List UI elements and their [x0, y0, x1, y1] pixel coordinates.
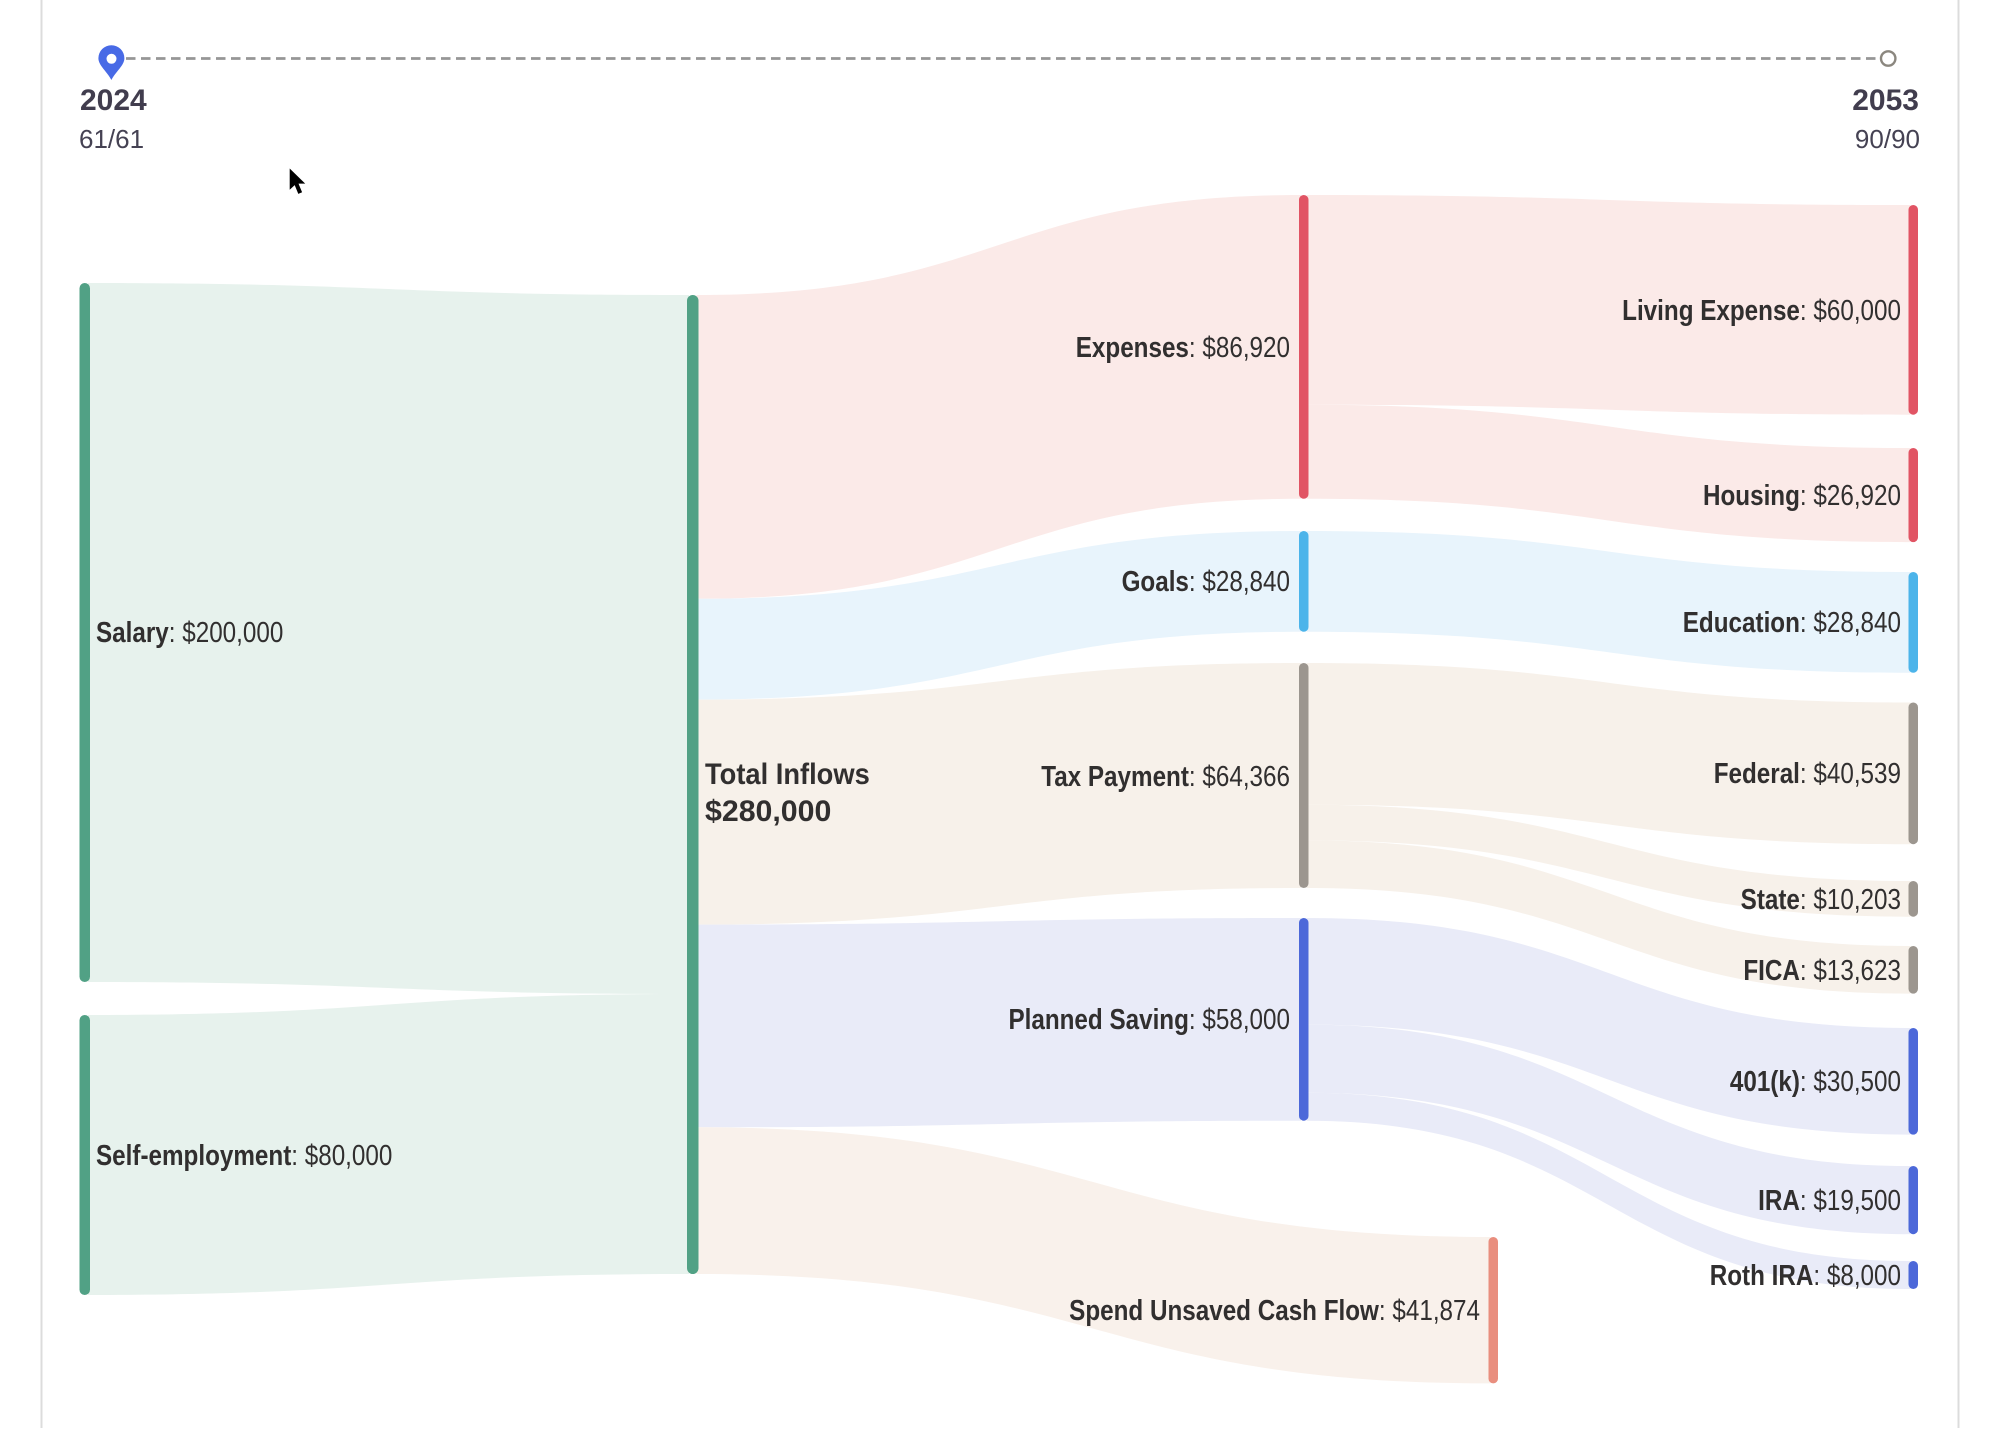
svg-text:Spend Unsaved Cash Flow: $41,8: Spend Unsaved Cash Flow: $41,874: [1069, 1294, 1480, 1327]
svg-text:2024: 2024: [80, 84, 147, 117]
svg-text:Federal: $40,539: Federal: $40,539: [1714, 757, 1901, 790]
svg-text:Housing: $26,920: Housing: $26,920: [1703, 479, 1901, 512]
svg-text:401(k): $30,500: 401(k): $30,500: [1730, 1065, 1901, 1098]
svg-text:IRA: $19,500: IRA: $19,500: [1758, 1184, 1901, 1217]
svg-text:Planned Saving: $58,000: Planned Saving: $58,000: [1008, 1003, 1290, 1036]
svg-text:FICA: $13,623: FICA: $13,623: [1743, 954, 1901, 987]
svg-text:2053: 2053: [1852, 84, 1919, 117]
svg-text:Total Inflows: Total Inflows: [705, 758, 870, 791]
svg-text:61/61: 61/61: [79, 124, 144, 154]
svg-text:90/90: 90/90: [1855, 124, 1920, 154]
svg-text:Tax Payment: $64,366: Tax Payment: $64,366: [1041, 760, 1290, 793]
svg-text:$280,000: $280,000: [705, 795, 831, 828]
svg-text:Salary: $200,000: Salary: $200,000: [96, 616, 283, 649]
svg-text:Living Expense: $60,000: Living Expense: $60,000: [1622, 294, 1901, 327]
svg-text:State: $10,203: State: $10,203: [1741, 883, 1901, 916]
svg-text:Expenses: $86,920: Expenses: $86,920: [1076, 331, 1290, 364]
svg-text:Roth IRA: $8,000: Roth IRA: $8,000: [1710, 1259, 1901, 1292]
svg-text:Goals: $28,840: Goals: $28,840: [1122, 565, 1290, 598]
svg-text:Self-employment: $80,000: Self-employment: $80,000: [96, 1139, 392, 1172]
svg-text:Education: $28,840: Education: $28,840: [1683, 606, 1901, 639]
